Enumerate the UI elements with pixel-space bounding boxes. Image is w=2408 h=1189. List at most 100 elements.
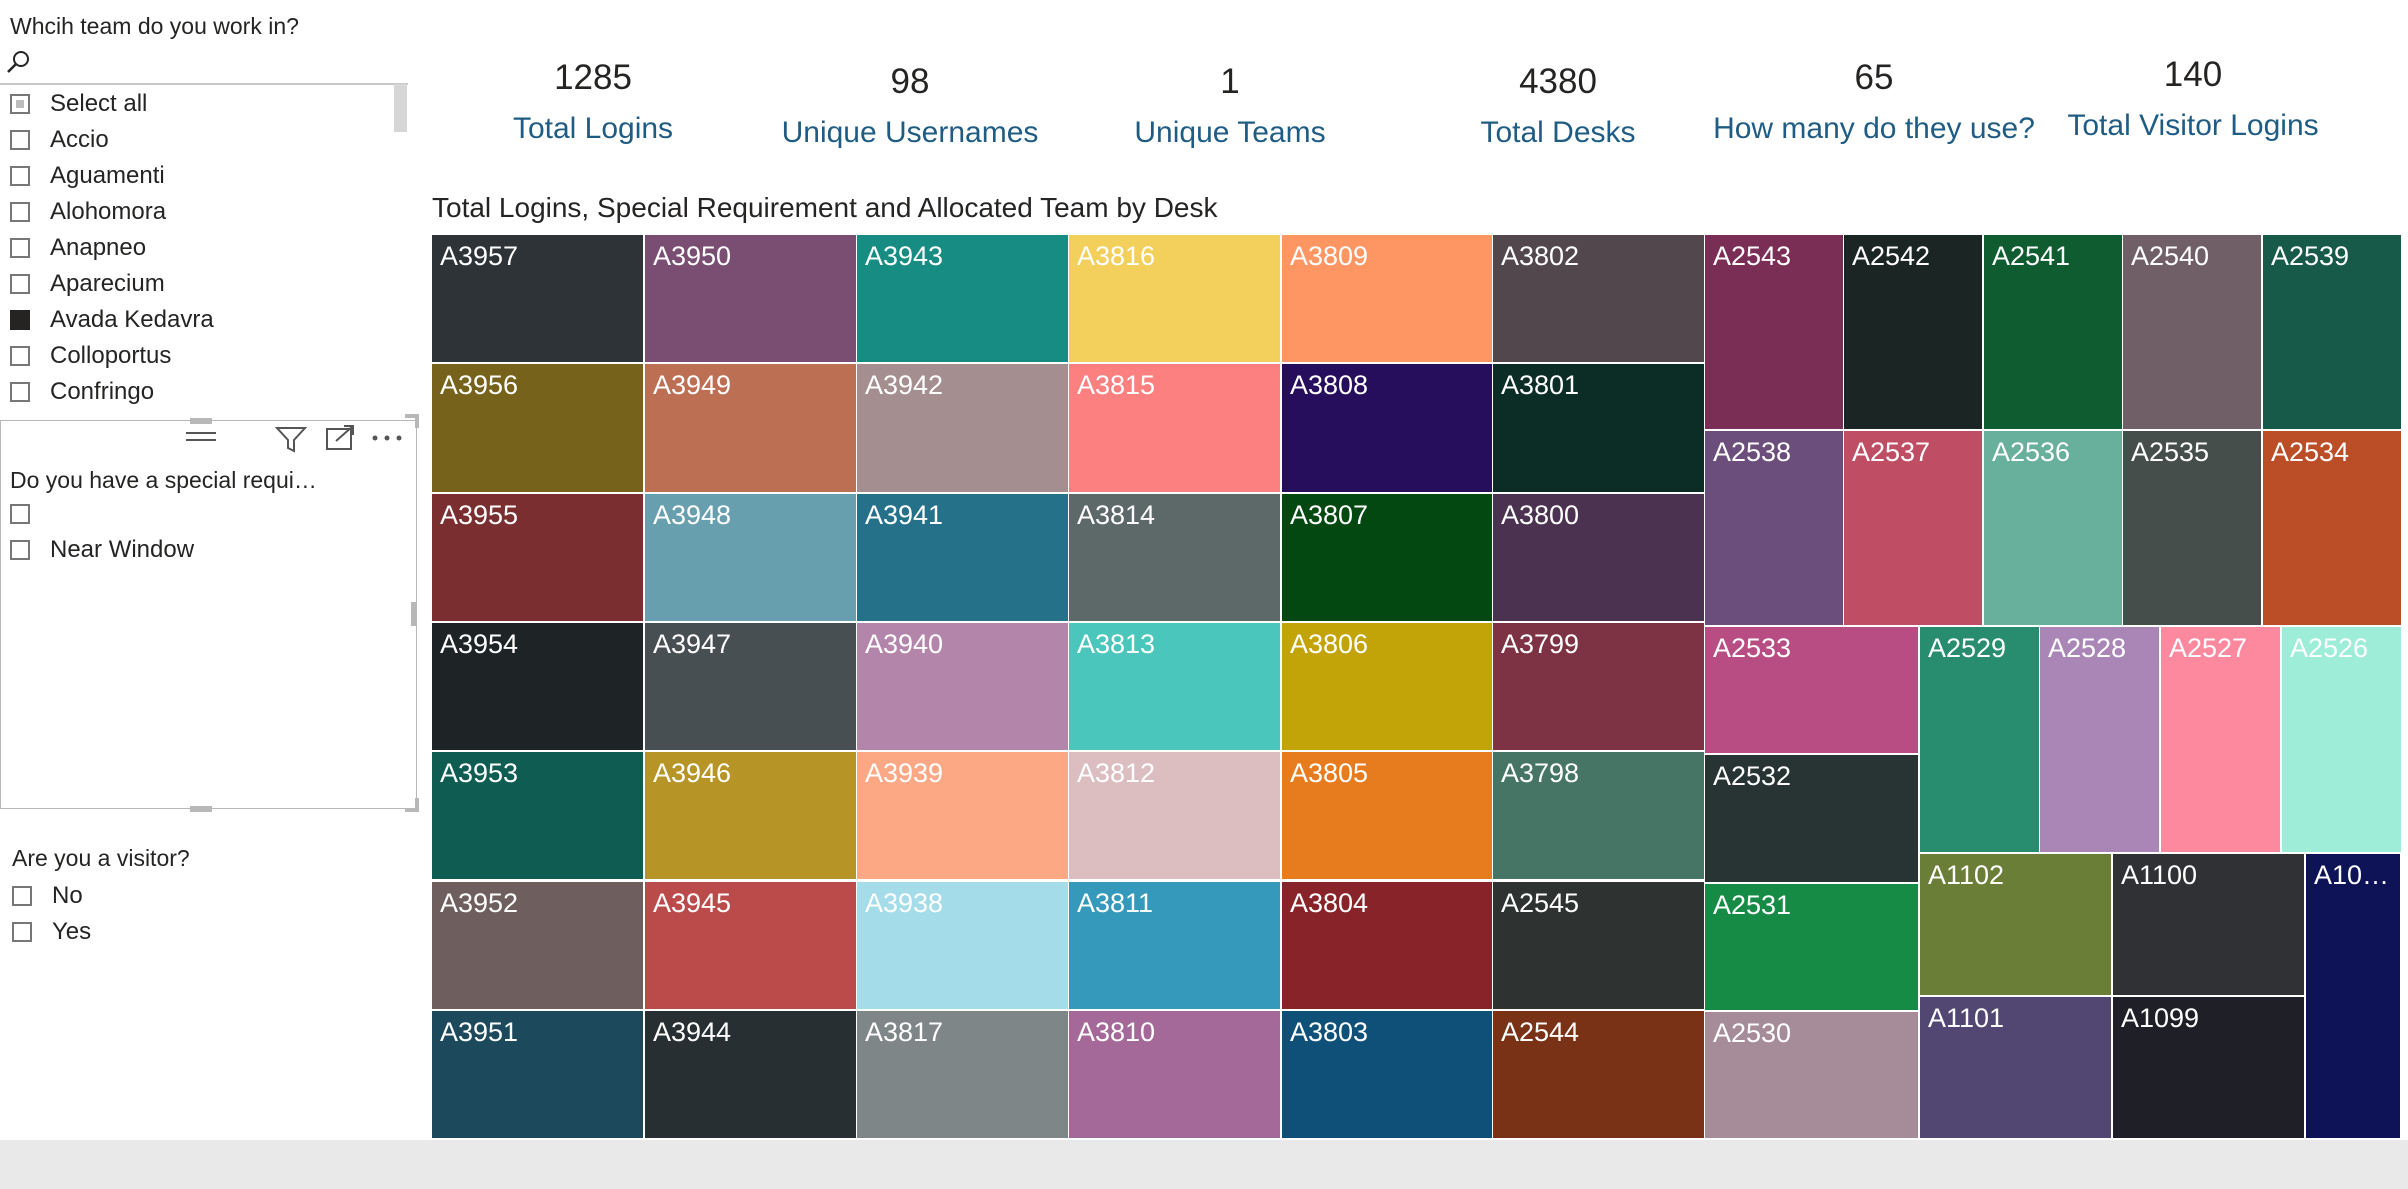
treemap-tile[interactable]: A3801 bbox=[1492, 363, 1705, 493]
treemap-tile[interactable]: A2529 bbox=[1919, 626, 2040, 853]
treemap-tile[interactable]: A2526 bbox=[2281, 626, 2402, 853]
treemap-tile[interactable]: A1100 bbox=[2112, 853, 2305, 996]
treemap-tile[interactable]: A2531 bbox=[1704, 882, 1919, 1011]
treemap-tile[interactable]: A2539 bbox=[2262, 234, 2402, 430]
team-slicer-item[interactable]: Select all bbox=[10, 87, 147, 121]
treemap-tile[interactable]: A3942 bbox=[856, 363, 1069, 493]
resize-handle-right[interactable] bbox=[411, 602, 417, 626]
treemap-tile[interactable]: A3955 bbox=[431, 492, 644, 622]
team-slicer-item[interactable]: Aparecium bbox=[10, 267, 165, 301]
treemap-tile[interactable]: A3946 bbox=[644, 751, 857, 881]
checkbox[interactable] bbox=[10, 540, 30, 560]
special-slicer-frame[interactable] bbox=[0, 420, 417, 809]
treemap-tile[interactable]: A2544 bbox=[1492, 1009, 1705, 1140]
resize-handle-bottom[interactable] bbox=[190, 806, 212, 812]
treemap-tile[interactable]: A3807 bbox=[1281, 492, 1494, 622]
treemap-tile[interactable]: A2533 bbox=[1704, 626, 1919, 755]
filter-icon[interactable] bbox=[274, 424, 308, 454]
checkbox[interactable] bbox=[10, 504, 30, 524]
resize-handle-top[interactable] bbox=[190, 418, 212, 424]
treemap-tile[interactable]: A3944 bbox=[644, 1009, 857, 1140]
treemap-tile[interactable]: A3943 bbox=[856, 234, 1069, 364]
treemap-tile[interactable]: A1102 bbox=[1919, 853, 2112, 996]
treemap-tile[interactable]: A3949 bbox=[644, 363, 857, 493]
treemap-tile[interactable]: A2532 bbox=[1704, 754, 1919, 883]
treemap-tile[interactable]: A3952 bbox=[431, 880, 644, 1010]
treemap-tile[interactable]: A2534 bbox=[2262, 430, 2402, 626]
drag-handle-icon[interactable] bbox=[184, 428, 218, 448]
treemap-tile[interactable]: A3803 bbox=[1281, 1009, 1494, 1140]
checkbox[interactable] bbox=[10, 310, 30, 330]
checkbox[interactable] bbox=[10, 130, 30, 150]
treemap-tile[interactable]: A3804 bbox=[1281, 880, 1494, 1010]
checkbox[interactable] bbox=[12, 886, 32, 906]
treemap-tile[interactable]: A3951 bbox=[431, 1009, 644, 1140]
treemap-tile[interactable]: A3812 bbox=[1068, 751, 1281, 881]
team-slicer-item[interactable]: Aguamenti bbox=[10, 159, 165, 193]
treemap-tile[interactable]: A3938 bbox=[856, 880, 1069, 1010]
special-slicer-item[interactable] bbox=[10, 497, 50, 531]
treemap-tile[interactable]: A3811 bbox=[1068, 880, 1281, 1010]
treemap-tile[interactable]: A3816 bbox=[1068, 234, 1281, 364]
treemap-tile[interactable]: A2537 bbox=[1843, 430, 1983, 626]
treemap-tile[interactable]: A3798 bbox=[1492, 751, 1705, 881]
treemap-tile[interactable]: A3954 bbox=[431, 621, 644, 752]
treemap-tile[interactable]: A3957 bbox=[431, 234, 644, 364]
treemap-tile[interactable]: A3940 bbox=[856, 621, 1069, 752]
treemap-tile[interactable]: A3810 bbox=[1068, 1009, 1281, 1140]
team-slicer-scrollbar[interactable] bbox=[394, 84, 407, 132]
treemap-tile[interactable]: A3956 bbox=[431, 363, 644, 493]
treemap-tile[interactable]: A1099 bbox=[2112, 996, 2305, 1139]
treemap-tile[interactable]: A2527 bbox=[2160, 626, 2281, 853]
team-slicer-item[interactable]: Avada Kedavra bbox=[10, 303, 214, 337]
treemap-tile[interactable]: A2542 bbox=[1843, 234, 1983, 430]
team-slicer-item[interactable]: Accio bbox=[10, 123, 109, 157]
treemap-tile[interactable]: A2538 bbox=[1704, 430, 1844, 626]
treemap-tile[interactable]: A3953 bbox=[431, 751, 644, 881]
treemap-tile[interactable]: A3802 bbox=[1492, 234, 1705, 364]
treemap-tile[interactable]: A2543 bbox=[1704, 234, 1844, 430]
treemap-tile[interactable]: A3799 bbox=[1492, 621, 1705, 752]
checkbox[interactable] bbox=[10, 382, 30, 402]
treemap-tile[interactable]: A3815 bbox=[1068, 363, 1281, 493]
treemap-tile[interactable]: A2545 bbox=[1492, 880, 1705, 1010]
treemap-tile[interactable]: A3806 bbox=[1281, 621, 1494, 752]
treemap-tile[interactable]: A3948 bbox=[644, 492, 857, 622]
checkbox[interactable] bbox=[10, 274, 30, 294]
more-options-icon[interactable] bbox=[370, 430, 406, 446]
team-slicer-item[interactable]: Colloportus bbox=[10, 339, 171, 373]
treemap-tile[interactable]: A3800 bbox=[1492, 492, 1705, 622]
treemap-tile[interactable]: A2541 bbox=[1983, 234, 2123, 430]
checkbox[interactable] bbox=[12, 922, 32, 942]
treemap-tile[interactable]: A1101 bbox=[1919, 996, 2112, 1139]
treemap-tile[interactable]: A3814 bbox=[1068, 492, 1281, 622]
treemap-tile[interactable]: A2535 bbox=[2122, 430, 2262, 626]
treemap-tile[interactable]: A3817 bbox=[856, 1009, 1069, 1140]
treemap-tile[interactable]: A3947 bbox=[644, 621, 857, 752]
treemap-tile[interactable]: A3813 bbox=[1068, 621, 1281, 752]
focus-mode-icon[interactable] bbox=[324, 424, 356, 454]
treemap-tile[interactable]: A2540 bbox=[2122, 234, 2262, 430]
team-slicer-item[interactable]: Anapneo bbox=[10, 231, 146, 265]
team-slicer-item[interactable]: Confringo bbox=[10, 375, 154, 409]
checkbox[interactable] bbox=[10, 166, 30, 186]
treemap-tile[interactable]: A3941 bbox=[856, 492, 1069, 622]
checkbox[interactable] bbox=[10, 202, 30, 222]
team-slicer-item[interactable]: Alohomora bbox=[10, 195, 166, 229]
treemap-tile[interactable]: A3939 bbox=[856, 751, 1069, 881]
checkbox[interactable] bbox=[10, 238, 30, 258]
visitor-slicer-item[interactable]: No bbox=[12, 879, 83, 913]
resize-corner-top-right[interactable] bbox=[405, 414, 419, 428]
search-icon[interactable] bbox=[4, 48, 32, 76]
treemap-tile[interactable]: A3950 bbox=[644, 234, 857, 364]
checkbox[interactable] bbox=[10, 346, 30, 366]
visitor-slicer-item[interactable]: Yes bbox=[12, 915, 91, 949]
treemap-tile[interactable]: A2536 bbox=[1983, 430, 2123, 626]
treemap-tile[interactable]: A3805 bbox=[1281, 751, 1494, 881]
treemap-tile[interactable]: A3809 bbox=[1281, 234, 1494, 364]
treemap-tile[interactable]: A2530 bbox=[1704, 1010, 1919, 1140]
checkbox[interactable] bbox=[10, 94, 30, 114]
special-slicer-item[interactable]: Near Window bbox=[10, 533, 194, 567]
resize-corner-bottom-right[interactable] bbox=[405, 798, 419, 812]
treemap-tile[interactable]: A3945 bbox=[644, 880, 857, 1010]
